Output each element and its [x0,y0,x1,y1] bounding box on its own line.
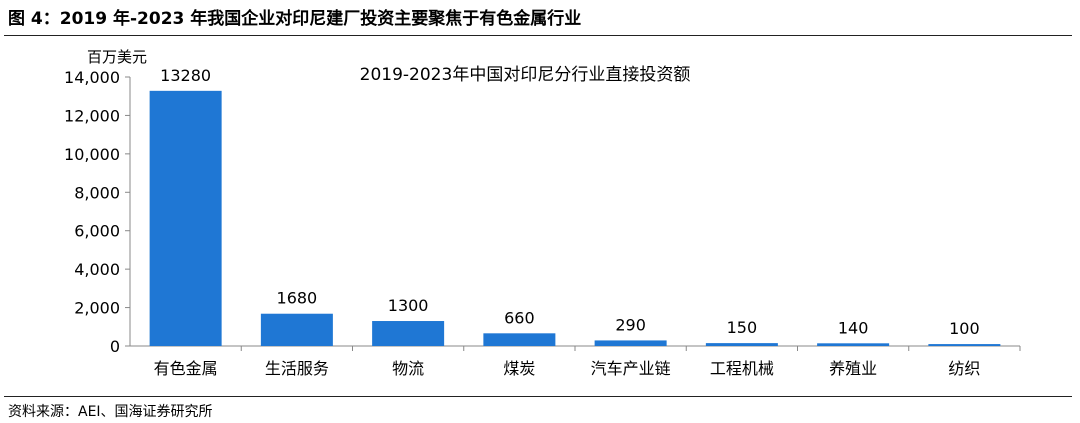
data-label: 1680 [277,289,318,308]
x-tick-label: 纺织 [948,359,980,378]
x-tick-label: 养殖业 [829,359,877,378]
axes: 0 2,000 4,000 6,000 8,000 10,000 12,000 14,000 有… [64,68,1021,378]
top-rule [4,35,1072,36]
y-tick-label: 4,000 [74,260,120,279]
figure-title: 图 4：2019 年-2023 年我国企业对印尼建厂投资主要聚焦于有色金属行业 [8,9,582,29]
bar [483,333,556,346]
x-tick-label: 煤炭 [503,359,535,378]
bar [149,90,222,346]
bottom-rule [4,396,1072,397]
y-axis-unit-label: 百万美元 [87,48,147,66]
x-tick-label: 有色金属 [154,359,218,378]
data-label: 660 [504,308,535,327]
bar [372,321,445,346]
y-tick-label: 6,000 [74,222,120,241]
y-tick-label: 2,000 [74,299,120,318]
data-label: 100 [949,319,980,338]
y-tick-label: 14,000 [64,68,120,87]
y-tick-label: 10,000 [64,145,120,164]
bars-group: 13280 1680 1300 660 290 150 140 100 [149,66,1001,346]
y-tick-label: 12,000 [64,106,120,125]
x-tick-label: 工程机械 [710,359,774,378]
bar [928,344,1001,346]
source-note: 资料来源：AEI、国海证券研究所 [8,404,213,420]
data-label: 140 [838,318,869,337]
bar [817,343,890,346]
data-label: 1300 [388,296,429,315]
data-label: 150 [727,318,758,337]
x-tick-label: 生活服务 [265,359,329,378]
data-label: 290 [615,315,646,334]
x-tick-label: 物流 [392,359,424,378]
y-tick-label: 0 [110,337,120,356]
bar [705,343,778,346]
x-tick-label: 汽车产业链 [591,359,671,378]
data-label: 13280 [160,66,211,85]
chart-title: 2019-2023年中国对印尼分行业直接投资额 [360,65,691,85]
bar [260,313,333,346]
y-tick-label: 8,000 [74,183,120,202]
bar [594,340,667,346]
